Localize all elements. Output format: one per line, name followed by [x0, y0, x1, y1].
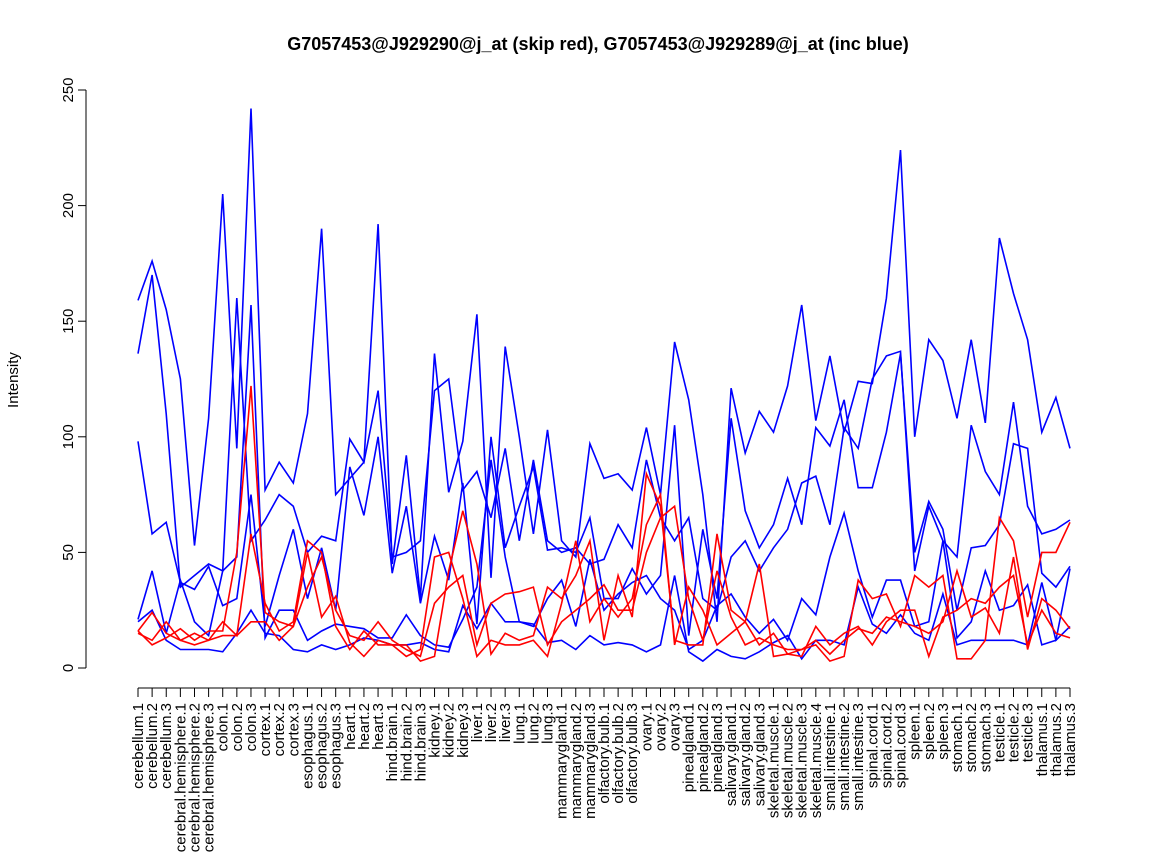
x-tick-label: pinealgland.1: [681, 703, 698, 792]
x-tick-label: ovary.2: [652, 703, 669, 751]
x-tick-label: cerebellum.3: [158, 703, 175, 789]
x-tick-label: spleen.1: [907, 703, 924, 760]
y-axis: 0 50 100 150 200 250: [60, 77, 87, 672]
series-line-inc-1: [137, 108, 1071, 622]
x-tick-label: thalamus.2: [1048, 703, 1065, 776]
x-tick-label: cortex.1: [257, 703, 274, 756]
x-tick-label: skeletal.muscle.2: [780, 703, 797, 818]
x-tick-label: skeletal.muscle.3: [794, 703, 811, 818]
x-tick-label: testicle.3: [1020, 703, 1037, 762]
x-tick-label: mammarygland.3: [582, 703, 599, 819]
y-tick-label: 150: [60, 309, 77, 334]
y-tick-label: 250: [60, 77, 77, 102]
x-tick-label: testicle.2: [1006, 703, 1023, 762]
x-tick-label: olfactory.bulb.3: [624, 703, 641, 804]
x-tick-label: colon.2: [229, 703, 246, 751]
x-tick-label: cerebral.hemisphere.1: [172, 703, 189, 852]
series-line-inc-2: [137, 274, 1071, 612]
x-tick-label: ovary.1: [638, 703, 655, 751]
x-tick-label: mammarygland.1: [554, 703, 571, 819]
x-tick-label: stomach.2: [963, 703, 980, 772]
x-tick-label: pinealgland.3: [709, 703, 726, 792]
x-tick-label: mammarygland.2: [568, 703, 585, 819]
x-tick-label: heart.1: [342, 703, 359, 750]
x-tick-label: spinal.cord.2: [878, 703, 895, 788]
x-tick-label: esophagus.1: [299, 703, 316, 789]
x-tick-label: spleen.3: [935, 703, 952, 760]
x-tick-label: kidney.1: [427, 703, 444, 758]
x-tick-label: cerebral.hemisphere.3: [201, 703, 218, 852]
x-tick-label: small.intestine.3: [850, 703, 867, 811]
x-tick-label: colon.1: [215, 703, 232, 751]
chart-title: G7057453@J929290@j_at (skip red), G70574…: [287, 34, 909, 54]
x-tick-label: lung.2: [525, 703, 542, 744]
y-tick-label: 0: [60, 664, 77, 672]
x-tick-label: cortex.3: [285, 703, 302, 756]
x-tick-label: colon.3: [243, 703, 260, 751]
x-axis: cerebellum.1cerebellum.2cerebellum.3cere…: [130, 687, 1079, 852]
x-tick-label: ovary.3: [667, 703, 684, 751]
series-line-inc-3: [137, 353, 1071, 636]
x-tick-label: thalamus.1: [1034, 703, 1051, 776]
x-tick-label: lung.1: [511, 703, 528, 744]
x-tick-label: testicle.1: [991, 703, 1008, 762]
x-tick-label: esophagus.2: [314, 703, 331, 789]
x-tick-label: kidney.2: [441, 703, 458, 758]
x-tick-label: stomach.1: [949, 703, 966, 772]
x-tick-label: cerebellum.2: [144, 703, 161, 789]
x-tick-label: stomach.3: [977, 703, 994, 772]
x-tick-label: cortex.2: [271, 703, 288, 756]
x-tick-label: heart.2: [356, 703, 373, 750]
x-tick-label: heart.3: [370, 703, 387, 750]
x-tick-label: pinealgland.2: [695, 703, 712, 792]
series-lines: [137, 108, 1071, 663]
x-tick-label: liver.2: [483, 703, 500, 742]
x-tick-label: hind.brain.2: [398, 703, 415, 781]
y-axis-label: Intensity: [5, 352, 22, 408]
x-tick-label: kidney.3: [455, 703, 472, 758]
x-tick-label: skeletal.muscle.4: [808, 703, 825, 818]
x-tick-label: salivary.gland.3: [751, 703, 768, 806]
x-tick-label: hind.brain.1: [384, 703, 401, 781]
y-tick-label: 50: [60, 544, 77, 561]
x-tick-label: small.intestine.2: [836, 703, 853, 811]
x-tick-label: olfactory.bulb.1: [596, 703, 613, 804]
x-tick-label: liver.1: [469, 703, 486, 742]
y-tick-label: 100: [60, 424, 77, 449]
x-tick-label: hind.brain.3: [412, 703, 429, 781]
series-line-skip-2: [137, 491, 1071, 659]
x-tick-label: olfactory.bulb.2: [610, 703, 627, 804]
x-tick-label: thalamus.3: [1062, 703, 1079, 776]
x-tick-label: lung.3: [540, 703, 557, 744]
series-line-skip-3: [137, 504, 1071, 658]
y-tick-label: 200: [60, 193, 77, 218]
series-line-inc-5: [137, 575, 1071, 663]
x-tick-label: esophagus.3: [328, 703, 345, 789]
x-tick-label: spinal.cord.3: [893, 703, 910, 788]
x-tick-label: liver.3: [497, 703, 514, 742]
x-tick-label: salivary.gland.1: [723, 703, 740, 806]
x-tick-label: spleen.2: [921, 703, 938, 760]
x-tick-label: spinal.cord.1: [864, 703, 881, 788]
x-tick-label: cerebellum.1: [130, 703, 147, 789]
x-tick-label: cerebral.hemisphere.2: [186, 703, 203, 852]
x-tick-label: skeletal.muscle.1: [765, 703, 782, 818]
series-line-skip-1: [137, 385, 1071, 663]
x-tick-label: small.intestine.1: [822, 703, 839, 811]
x-tick-label: salivary.gland.2: [737, 703, 754, 806]
